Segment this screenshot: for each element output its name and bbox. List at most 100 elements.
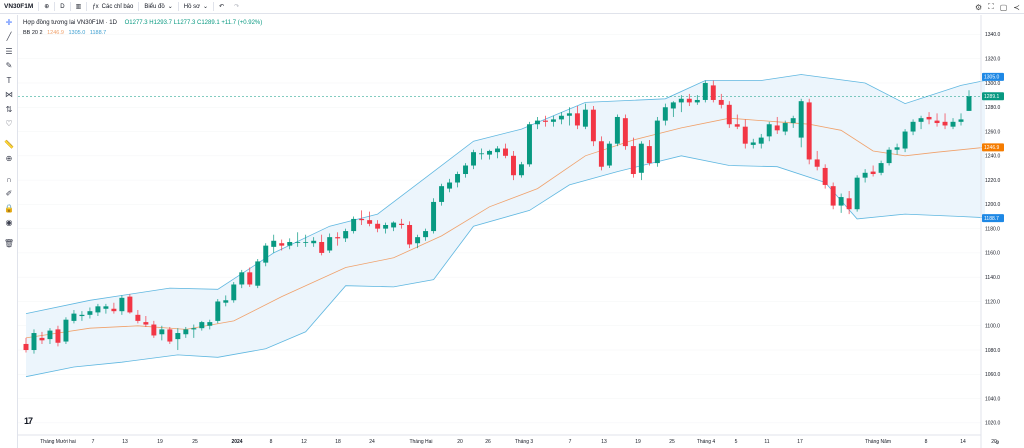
- candle-body: [247, 272, 253, 285]
- candle-body: [119, 297, 125, 312]
- candle-body: [542, 120, 548, 122]
- chart-legend: Hợp đồng tương lai VN30F1M · 1D O1277.3 …: [23, 18, 262, 38]
- price-tick-label: 1120.0: [985, 299, 1000, 305]
- tradingview-logo[interactable]: 17: [24, 416, 33, 426]
- price-tick-label: 1200.0: [985, 202, 1001, 208]
- time-tick-label: 8: [925, 439, 928, 445]
- candle-body: [311, 240, 317, 244]
- time-tick-label: Tháng Năm: [865, 439, 891, 445]
- indicators-label: Các chỉ báo: [101, 3, 134, 10]
- candle-body: [638, 143, 644, 173]
- undo-button[interactable]: ↶: [214, 0, 229, 14]
- candle-body: [159, 329, 165, 335]
- pattern-icon[interactable]: ⋈: [5, 90, 13, 100]
- price-tick-label: 1320.0: [985, 56, 1001, 62]
- candle-body: [39, 337, 45, 341]
- time-tick-label: 19: [157, 439, 163, 445]
- candles: [23, 80, 972, 354]
- candle-body: [590, 109, 596, 142]
- candle-body: [582, 109, 588, 127]
- candle-body: [734, 124, 740, 127]
- eye-icon[interactable]: ◉: [5, 218, 13, 228]
- fib-retracement-icon[interactable]: ☰: [5, 46, 13, 56]
- time-tick-label: 20: [991, 439, 997, 445]
- candle-body: [279, 243, 285, 246]
- indicators-button[interactable]: ƒx Các chỉ báo: [87, 0, 138, 14]
- candle-body: [143, 322, 149, 325]
- legend-title[interactable]: Hợp đồng tương lai VN30F1M · 1D: [23, 20, 117, 26]
- candle-body: [630, 146, 636, 175]
- candle-body: [263, 245, 269, 263]
- candle-body: [111, 308, 117, 312]
- price-chart[interactable]: 1340.01320.01300.01280.01260.01240.01220…: [18, 15, 1024, 448]
- candle-body: [447, 182, 453, 189]
- lock-icon[interactable]: 🔒: [4, 203, 14, 213]
- candle-body: [223, 300, 229, 303]
- chevron-down-icon: ⌄: [203, 4, 209, 10]
- price-tick-label: 1340.0: [985, 32, 1001, 38]
- candle-body: [407, 225, 413, 245]
- share-icon[interactable]: ≺: [1013, 2, 1020, 12]
- trend-line-icon[interactable]: ╱: [6, 32, 12, 42]
- candle-body: [702, 82, 708, 100]
- stay-in-drawing-icon[interactable]: ✐: [5, 189, 13, 199]
- interval-button[interactable]: D: [60, 3, 65, 10]
- price-tick-label: 1080.0: [985, 348, 1001, 354]
- chart-type-button[interactable]: ▥: [71, 0, 87, 14]
- legend-ohlc: O1277.3 H1293.7 L1277.3 C1289.1 +11.7 (+…: [124, 20, 263, 26]
- candle-body: [966, 96, 972, 111]
- candle-body: [686, 98, 692, 103]
- symbol-search-button[interactable]: VN30F1M: [4, 3, 34, 10]
- candle-body: [854, 177, 860, 210]
- candle-body: [87, 311, 93, 315]
- time-tick-label: 12: [301, 439, 307, 445]
- bollinger-legend[interactable]: BB 20 2 1246.9 1305.0 1188.7: [23, 28, 262, 38]
- time-tick-label: 7: [92, 439, 95, 445]
- magnet-icon[interactable]: ∩: [6, 174, 12, 184]
- redo-icon: ↷: [234, 4, 240, 10]
- time-tick-label: 19: [635, 439, 641, 445]
- candle-body: [878, 163, 884, 173]
- axis-settings-icon[interactable]: ⚙: [995, 440, 1000, 446]
- time-tick-label: 20: [457, 439, 463, 445]
- candle-body: [766, 124, 772, 137]
- drawing-toolbar: ✛ ╱ ☰ ✎ T ⋈ ⇅ ♡ 📏 ⊕ ∩ ✐ 🔒 ◉ 🗑: [0, 15, 18, 448]
- candle-body: [191, 328, 197, 330]
- candle-body: [886, 149, 892, 164]
- heart-icon[interactable]: ♡: [5, 119, 13, 129]
- undo-icon: ↶: [219, 4, 225, 10]
- time-tick-label: 13: [601, 439, 607, 445]
- time-tick-label: Tháng Mười hai: [40, 439, 76, 445]
- crosshair-icon[interactable]: ✛: [5, 17, 13, 27]
- text-icon[interactable]: T: [6, 75, 12, 85]
- candle-body: [503, 148, 508, 156]
- candle-body: [606, 143, 612, 166]
- candle-body: [614, 116, 620, 144]
- compare-symbol-button[interactable]: ⊕: [39, 0, 54, 14]
- time-tick-label: 18: [335, 439, 341, 445]
- trash-icon[interactable]: 🗑: [3, 238, 15, 248]
- gear-icon[interactable]: ⚙: [974, 2, 983, 12]
- candle-body: [471, 152, 477, 166]
- price-axis[interactable]: 1340.0 1320.0 1300.0 1280.0 1260.0 1240.0 1220…: [985, 32, 1001, 426]
- long-position-icon[interactable]: ⇅: [5, 104, 13, 114]
- snapshot-icon[interactable]: ▢: [999, 2, 1008, 12]
- bollinger-band-fill: [26, 74, 985, 377]
- candle-body: [934, 120, 940, 124]
- candle-body: [830, 186, 836, 206]
- brush-icon[interactable]: ✎: [5, 61, 13, 71]
- zoom-in-icon[interactable]: ⊕: [5, 154, 13, 164]
- profile-button[interactable]: Hồ sơ ⌄: [179, 0, 213, 14]
- time-axis[interactable]: Tháng Mười hai 7 13 19 25 2024 8 12 18 24 Tháng Ha…: [40, 439, 1000, 446]
- price-badge: [982, 72, 1004, 81]
- redo-button[interactable]: ↷: [229, 0, 244, 14]
- candle-body: [215, 301, 221, 321]
- fullscreen-icon[interactable]: ⛶: [988, 2, 994, 11]
- ruler-icon[interactable]: 📏: [4, 139, 14, 149]
- time-tick-label: 11: [764, 439, 769, 445]
- candle-body: [319, 241, 325, 253]
- chart-layout-button[interactable]: Biểu đồ ⌄: [139, 0, 177, 14]
- price-tick-label: 1180.0: [985, 226, 1000, 232]
- candle-body: [902, 131, 908, 149]
- candle-body: [870, 171, 876, 175]
